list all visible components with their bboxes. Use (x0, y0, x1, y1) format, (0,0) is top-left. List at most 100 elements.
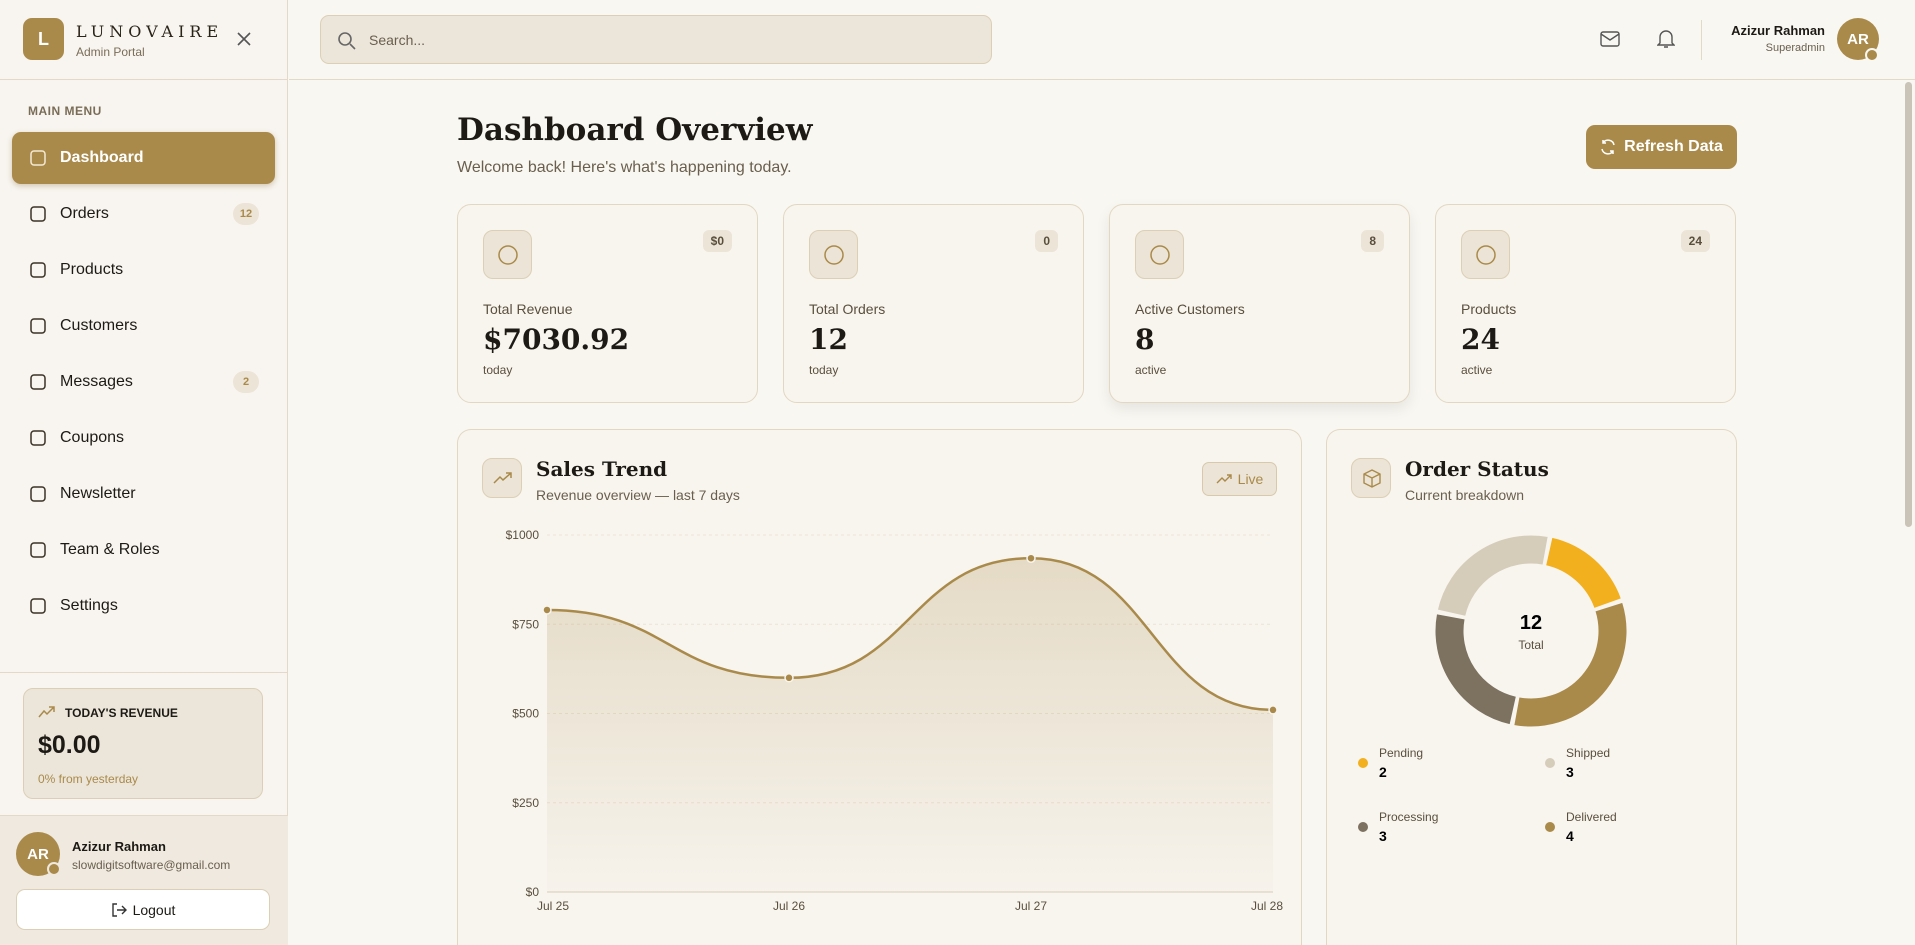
stat-label: Products (1461, 301, 1517, 317)
page-subtitle: Welcome back! Here's what's happening to… (457, 159, 792, 176)
nav-icon (30, 486, 46, 502)
stat-card: 0 Total Orders 12 today (783, 204, 1084, 403)
card-icon (482, 458, 522, 498)
legend-value: 3 (1379, 828, 1387, 844)
user-panel: AR Azizur Rahman slowdigitsoftware@gmail… (0, 815, 288, 945)
stat-icon (1461, 230, 1510, 279)
card-icon (1351, 458, 1391, 498)
revenue-note: 0% from yesterday (38, 772, 139, 786)
bell-icon[interactable] (1657, 29, 1675, 49)
legend-label: Pending (1379, 746, 1423, 760)
legend-label: Shipped (1566, 746, 1610, 760)
status-dot (1865, 48, 1879, 62)
y-tick-label: $750 (512, 617, 539, 631)
brand: LUNOVAIRE (76, 22, 224, 41)
x-tick-label: Jul 25 (537, 899, 569, 913)
refresh-button[interactable]: Refresh Data (1586, 125, 1737, 169)
donut-segment (1545, 536, 1623, 610)
stat-change: 24 (1680, 230, 1710, 252)
nav-icon (30, 542, 46, 558)
logout-label: Logout (132, 901, 176, 918)
stat-value: 24 (1461, 323, 1500, 356)
nav-icon (30, 206, 46, 222)
menu-heading: MAIN MENU (28, 104, 102, 118)
nav-label: Messages (60, 373, 133, 390)
stat-note: today (483, 363, 513, 377)
point (1026, 553, 1036, 563)
scrollbar[interactable] (1905, 82, 1912, 527)
stat-icon (483, 230, 532, 279)
stat-note: active (1135, 363, 1167, 377)
topbar: Search... Azizur Rahman Superadmin AR (289, 0, 1915, 80)
nav-item[interactable]: Coupons (12, 412, 275, 464)
logout-button[interactable]: Logout (16, 889, 270, 930)
stat-change: 8 (1361, 230, 1384, 252)
point (542, 605, 552, 615)
search-box[interactable]: Search... (320, 15, 992, 64)
nav-item[interactable]: Settings (12, 580, 275, 632)
search-placeholder: Search... (369, 32, 426, 48)
legend-value: 2 (1379, 764, 1387, 780)
live-badge: Live (1202, 462, 1277, 496)
nav-badge: 2 (233, 371, 259, 393)
live-label: Live (1237, 471, 1264, 487)
divider (0, 79, 288, 80)
nav-item[interactable]: Dashboard (12, 132, 275, 184)
close-button[interactable] (236, 31, 252, 47)
nav-icon (30, 318, 46, 334)
stat-note: active (1461, 363, 1493, 377)
nav-icon (30, 262, 46, 278)
y-tick-label: $250 (512, 796, 539, 810)
nav-label: Products (60, 261, 124, 278)
logo: L (23, 18, 64, 60)
stat-card: 8 Active Customers 8 active (1109, 204, 1410, 403)
legend-dot (1358, 822, 1368, 832)
nav-item[interactable]: Messages 2 (12, 356, 275, 408)
nav-label: Team & Roles (60, 541, 160, 558)
stat-label: Active Customers (1135, 301, 1245, 317)
nav-icon (30, 430, 46, 446)
stat-change: 0 (1035, 230, 1058, 252)
revenue-title: TODAY'S REVENUE (65, 706, 178, 720)
stat-icon (809, 230, 858, 279)
x-tick-label: Jul 28 (1251, 899, 1283, 913)
nav-label: Dashboard (60, 149, 144, 166)
stat-change: $0 (702, 230, 732, 252)
donut-segment (1434, 613, 1517, 726)
legend-dot (1545, 758, 1555, 768)
nav-label: Settings (60, 597, 118, 614)
stat-card: 24 Products 24 active (1435, 204, 1736, 403)
donut-segment (1513, 601, 1628, 728)
nav-item[interactable]: Newsletter (12, 468, 275, 520)
x-tick-label: Jul 27 (1015, 899, 1047, 913)
legend-dot (1545, 822, 1555, 832)
donut-segment (1436, 534, 1549, 617)
refresh-label: Refresh Data (1624, 138, 1723, 155)
page-title: Dashboard Overview (457, 112, 813, 148)
legend-label: Delivered (1566, 810, 1617, 824)
nav-label: Coupons (60, 429, 125, 446)
brand-sub: Admin Portal (76, 45, 145, 59)
nav-label: Orders (60, 205, 109, 222)
status-dot (47, 862, 61, 876)
stat-value: $7030.92 (483, 323, 630, 356)
legend-value: 4 (1566, 828, 1574, 844)
divider (0, 672, 288, 673)
nav-item[interactable]: Products (12, 244, 275, 296)
y-tick-label: $1000 (506, 528, 540, 542)
legend-value: 3 (1566, 764, 1574, 780)
point (1268, 705, 1278, 715)
legend-label: Processing (1379, 810, 1438, 824)
mail-icon[interactable] (1600, 31, 1620, 47)
nav-icon (30, 150, 46, 166)
stat-icon (1135, 230, 1184, 279)
nav-item[interactable]: Orders 12 (12, 188, 275, 240)
user-name: Azizur Rahman (1731, 23, 1825, 38)
y-tick-label: $0 (526, 885, 540, 899)
nav-item[interactable]: Team & Roles (12, 524, 275, 576)
search-icon (338, 32, 356, 50)
nav-item[interactable]: Customers (12, 300, 275, 352)
donut-total: 12 (1520, 612, 1542, 634)
nav-label: Customers (60, 317, 138, 334)
